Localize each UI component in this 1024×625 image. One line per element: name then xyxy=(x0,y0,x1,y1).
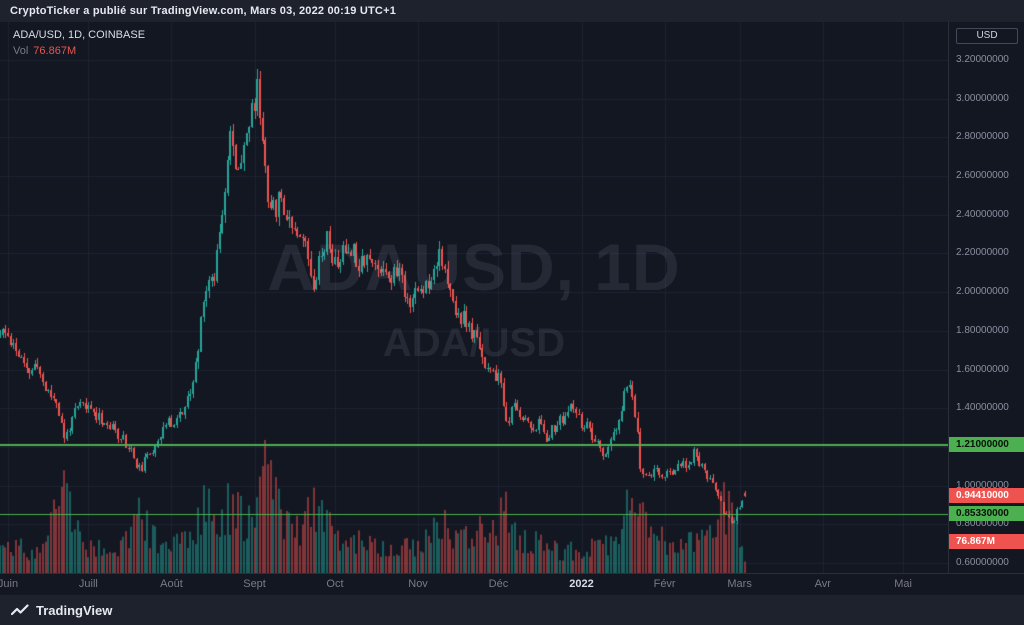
price-tick-label: 1.80000000 xyxy=(956,324,1009,336)
time-axis-label: Juin xyxy=(0,578,19,590)
time-axis-label: Sept xyxy=(243,578,266,590)
time-axis-label: Juill xyxy=(78,578,98,590)
price-tick-label: 0.60000000 xyxy=(956,556,1009,568)
legend-volume: Vol 76.867M xyxy=(13,45,145,57)
price-tick-label: 1.60000000 xyxy=(956,363,1009,375)
price-tick-label: 2.40000000 xyxy=(956,208,1009,220)
price-chart-canvas[interactable] xyxy=(0,22,948,573)
price-tick-label: 3.20000000 xyxy=(956,54,1009,65)
price-tick-label: 1.40000000 xyxy=(956,402,1009,414)
time-axis-label: Oct xyxy=(326,578,344,590)
time-axis-label: Août xyxy=(160,578,183,590)
price-tick-label: 1.00000000 xyxy=(956,479,1009,491)
time-axis-label: Mai xyxy=(894,578,912,590)
volume-value: 76.867M xyxy=(33,45,77,57)
price-axis[interactable]: USD 1.21000000 0.94410000 0.85330000 76.… xyxy=(948,22,1024,573)
time-axis-label: Mars xyxy=(727,578,752,590)
price-tick-label: 0.80000000 xyxy=(956,518,1009,530)
tradingview-logo-icon xyxy=(11,604,29,616)
level-price-label: 0.85330000 xyxy=(949,505,1024,521)
volume-axis-label: 76.867M xyxy=(949,534,1024,549)
price-tick-label: 3.00000000 xyxy=(956,92,1009,104)
currency-button[interactable]: USD xyxy=(956,28,1018,44)
time-axis-label: Nov xyxy=(408,578,428,590)
price-tick-label: 2.80000000 xyxy=(956,131,1009,143)
chart-legend: ADA/USD, 1D, COINBASE Vol 76.867M xyxy=(13,29,145,57)
price-tick-label: 2.60000000 xyxy=(956,170,1009,182)
time-axis[interactable]: Juin Juill Août Sept Oct Nov Déc 2022 Févr Mars Av… xyxy=(0,573,1024,595)
time-axis-label: Avr xyxy=(814,578,831,590)
price-tick-label: 2.00000000 xyxy=(956,286,1009,298)
attribution-text: CryptoTicker a publié sur TradingView.co… xyxy=(10,5,397,17)
attribution-bar: CryptoTicker a publié sur TradingView.co… xyxy=(0,0,1024,22)
time-axis-label: Déc xyxy=(488,578,509,590)
footer-bar: TradingView xyxy=(0,595,1024,625)
tradingview-logo[interactable]: TradingView xyxy=(11,603,112,618)
last-price-label: 0.94410000 xyxy=(949,488,1024,504)
level-price-label: 1.21000000 xyxy=(949,436,1024,452)
legend-symbol: ADA/USD, 1D, COINBASE xyxy=(13,29,146,41)
price-tick-label: 2.20000000 xyxy=(956,247,1009,259)
time-axis-label: 2022 xyxy=(569,578,594,590)
time-axis-label: Févr xyxy=(653,578,676,590)
volume-label: Vol xyxy=(13,45,29,57)
tradingview-brand-text: TradingView xyxy=(36,602,113,618)
